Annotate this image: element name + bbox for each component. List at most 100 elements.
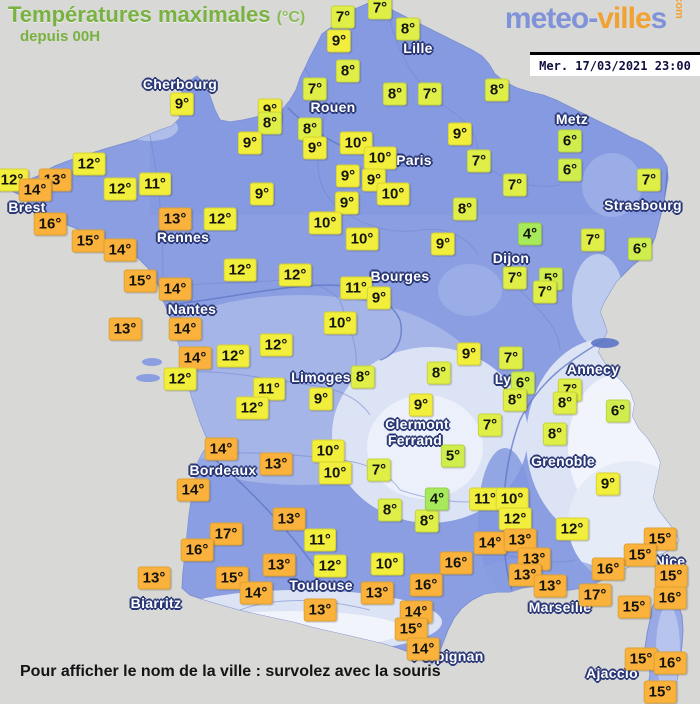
temperature-label[interactable]: 10° bbox=[311, 439, 345, 463]
temperature-label[interactable]: 5° bbox=[440, 444, 466, 468]
temperature-label[interactable]: 15° bbox=[617, 595, 651, 619]
temperature-label[interactable]: 12° bbox=[163, 367, 197, 391]
temperature-label[interactable]: 8° bbox=[395, 17, 421, 41]
temperature-label[interactable]: 17° bbox=[209, 522, 243, 546]
temperature-label[interactable]: 15° bbox=[123, 269, 157, 293]
temperature-label[interactable]: 13° bbox=[533, 574, 567, 598]
temperature-label[interactable]: 7° bbox=[477, 413, 503, 437]
temperature-label[interactable]: 14° bbox=[18, 178, 52, 202]
temperature-label[interactable]: 8° bbox=[382, 82, 408, 106]
temperature-label[interactable]: 12° bbox=[278, 263, 312, 287]
temperature-label[interactable]: 8° bbox=[542, 422, 568, 446]
meteo-villes-logo[interactable]: meteo-villes .com bbox=[505, 0, 692, 36]
temperature-label[interactable]: 17° bbox=[578, 583, 612, 607]
temperature-label[interactable]: 8° bbox=[426, 361, 452, 385]
temperature-label[interactable]: 14° bbox=[204, 437, 238, 461]
temperature-label[interactable]: 7° bbox=[366, 458, 392, 482]
temperature-label[interactable]: 9° bbox=[249, 182, 275, 206]
temperature-label[interactable]: 8° bbox=[552, 391, 578, 415]
temperature-label[interactable]: 8° bbox=[414, 509, 440, 533]
temperature-label[interactable]: 7° bbox=[330, 5, 356, 29]
temperature-label[interactable]: 7° bbox=[466, 149, 492, 173]
temperature-label[interactable]: 9° bbox=[169, 92, 195, 116]
temperature-label[interactable]: 9° bbox=[408, 393, 434, 417]
temperature-label[interactable]: 7° bbox=[367, 0, 393, 20]
temperature-label[interactable]: 9° bbox=[595, 472, 621, 496]
temperature-label[interactable]: 12° bbox=[313, 554, 347, 578]
temperature-label[interactable]: 9° bbox=[447, 122, 473, 146]
temperature-label[interactable]: 13° bbox=[508, 563, 542, 587]
temperature-label[interactable]: 13° bbox=[272, 507, 306, 531]
temperature-label[interactable]: 14° bbox=[239, 581, 273, 605]
temperature-label[interactable]: 13° bbox=[360, 581, 394, 605]
temperature-label[interactable]: 13° bbox=[262, 553, 296, 577]
temperature-label[interactable]: 9° bbox=[334, 191, 360, 215]
temperature-label[interactable]: 16° bbox=[180, 538, 214, 562]
temperature-label[interactable]: 13° bbox=[108, 317, 142, 341]
temperature-label[interactable]: 8° bbox=[257, 111, 283, 135]
temperature-label[interactable]: 12° bbox=[555, 517, 589, 541]
temperature-label[interactable]: 6° bbox=[557, 158, 583, 182]
temperature-label[interactable]: 6° bbox=[605, 399, 631, 423]
temperature-label[interactable]: 13° bbox=[503, 528, 537, 552]
temperature-label[interactable]: 12° bbox=[72, 152, 106, 176]
temperature-label[interactable]: 11° bbox=[253, 377, 285, 401]
temperature-label[interactable]: 6° bbox=[557, 129, 583, 153]
temperature-label[interactable]: 9° bbox=[366, 286, 392, 310]
temperature-label[interactable]: 14° bbox=[473, 531, 507, 555]
temperature-label[interactable]: 8° bbox=[377, 498, 403, 522]
temperature-label[interactable]: 14° bbox=[158, 277, 192, 301]
temperature-label[interactable]: 7° bbox=[502, 266, 528, 290]
temperature-label[interactable]: 15° bbox=[624, 647, 658, 671]
temperature-label[interactable]: 9° bbox=[302, 136, 328, 160]
temperature-label[interactable]: 4° bbox=[517, 222, 543, 246]
temperature-label[interactable]: 11° bbox=[469, 487, 501, 511]
temperature-label[interactable]: 13° bbox=[303, 598, 337, 622]
temperature-label[interactable]: 16° bbox=[653, 651, 687, 675]
temperature-label[interactable]: 16° bbox=[439, 551, 473, 575]
temperature-label[interactable]: 15° bbox=[623, 543, 657, 567]
temperature-label[interactable]: 10° bbox=[318, 461, 352, 485]
temperature-label[interactable]: 7° bbox=[532, 280, 558, 304]
temperature-label[interactable]: 10° bbox=[370, 552, 404, 576]
temperature-label[interactable]: 8° bbox=[350, 365, 376, 389]
temperature-label[interactable]: 12° bbox=[103, 177, 137, 201]
temperature-label[interactable]: 8° bbox=[452, 197, 478, 221]
temperature-label[interactable]: 9° bbox=[430, 232, 456, 256]
temperature-label[interactable]: 14° bbox=[178, 346, 212, 370]
temperature-label[interactable]: 9° bbox=[335, 164, 361, 188]
temperature-label[interactable]: 15° bbox=[654, 564, 688, 588]
temperature-label[interactable]: 8° bbox=[484, 78, 510, 102]
temperature-label[interactable]: 13° bbox=[259, 452, 293, 476]
temperature-label[interactable]: 7° bbox=[302, 77, 328, 101]
temperature-label[interactable]: 7° bbox=[502, 173, 528, 197]
temperature-label[interactable]: 10° bbox=[376, 182, 410, 206]
temperature-label[interactable]: 10° bbox=[345, 227, 379, 251]
temperature-label[interactable]: 8° bbox=[335, 59, 361, 83]
temperature-label[interactable]: 13° bbox=[158, 207, 192, 231]
temperature-label[interactable]: 15° bbox=[71, 229, 105, 253]
temperature-label[interactable]: 9° bbox=[237, 131, 263, 155]
temperature-label[interactable]: 12° bbox=[259, 333, 293, 357]
temperature-label[interactable]: 11° bbox=[139, 172, 171, 196]
temperature-label[interactable]: 7° bbox=[636, 168, 662, 192]
temperature-label[interactable]: 16° bbox=[33, 212, 67, 236]
temperature-label[interactable]: 7° bbox=[417, 82, 443, 106]
temperature-label[interactable]: 16° bbox=[591, 557, 625, 581]
temperature-label[interactable]: 12° bbox=[203, 207, 237, 231]
temperature-label[interactable]: 13° bbox=[137, 566, 171, 590]
temperature-label[interactable]: 7° bbox=[498, 346, 524, 370]
temperature-label[interactable]: 7° bbox=[580, 228, 606, 252]
temperature-label[interactable]: 14° bbox=[176, 478, 210, 502]
temperature-label[interactable]: 8° bbox=[502, 388, 528, 412]
temperature-label[interactable]: 15° bbox=[643, 680, 677, 704]
temperature-label[interactable]: 10° bbox=[323, 311, 357, 335]
temperature-label[interactable]: 4° bbox=[424, 487, 450, 511]
temperature-label[interactable]: 12° bbox=[235, 396, 269, 420]
temperature-label[interactable]: 11° bbox=[304, 528, 336, 552]
temperature-label[interactable]: 12° bbox=[498, 507, 532, 531]
temperature-label[interactable]: 9° bbox=[456, 342, 482, 366]
temperature-label[interactable]: 10° bbox=[363, 146, 397, 170]
temperature-label[interactable]: 12° bbox=[223, 258, 257, 282]
